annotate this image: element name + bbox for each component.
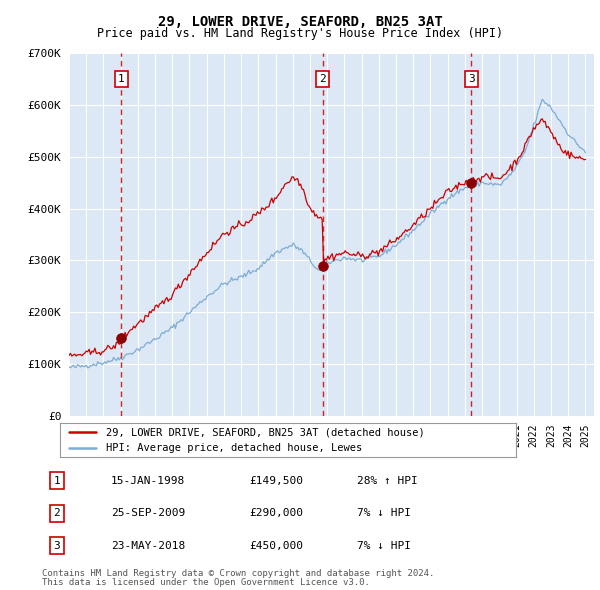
Text: 29, LOWER DRIVE, SEAFORD, BN25 3AT (detached house): 29, LOWER DRIVE, SEAFORD, BN25 3AT (deta…	[106, 427, 424, 437]
Text: 7% ↓ HPI: 7% ↓ HPI	[357, 509, 411, 518]
Text: £450,000: £450,000	[249, 541, 303, 550]
Text: 25-SEP-2009: 25-SEP-2009	[111, 509, 185, 518]
Text: 1: 1	[53, 476, 61, 486]
Text: HPI: Average price, detached house, Lewes: HPI: Average price, detached house, Lewe…	[106, 443, 362, 453]
Text: 3: 3	[468, 74, 475, 84]
Text: 15-JAN-1998: 15-JAN-1998	[111, 476, 185, 486]
Text: £290,000: £290,000	[249, 509, 303, 518]
Text: Contains HM Land Registry data © Crown copyright and database right 2024.: Contains HM Land Registry data © Crown c…	[42, 569, 434, 578]
Text: 2: 2	[319, 74, 326, 84]
Text: 3: 3	[53, 541, 61, 550]
Text: 29, LOWER DRIVE, SEAFORD, BN25 3AT: 29, LOWER DRIVE, SEAFORD, BN25 3AT	[158, 15, 442, 30]
Text: Price paid vs. HM Land Registry's House Price Index (HPI): Price paid vs. HM Land Registry's House …	[97, 27, 503, 40]
Text: 28% ↑ HPI: 28% ↑ HPI	[357, 476, 418, 486]
Text: £149,500: £149,500	[249, 476, 303, 486]
Text: 23-MAY-2018: 23-MAY-2018	[111, 541, 185, 550]
Text: 2: 2	[53, 509, 61, 518]
Text: 1: 1	[118, 74, 125, 84]
Text: 7% ↓ HPI: 7% ↓ HPI	[357, 541, 411, 550]
Text: This data is licensed under the Open Government Licence v3.0.: This data is licensed under the Open Gov…	[42, 578, 370, 588]
